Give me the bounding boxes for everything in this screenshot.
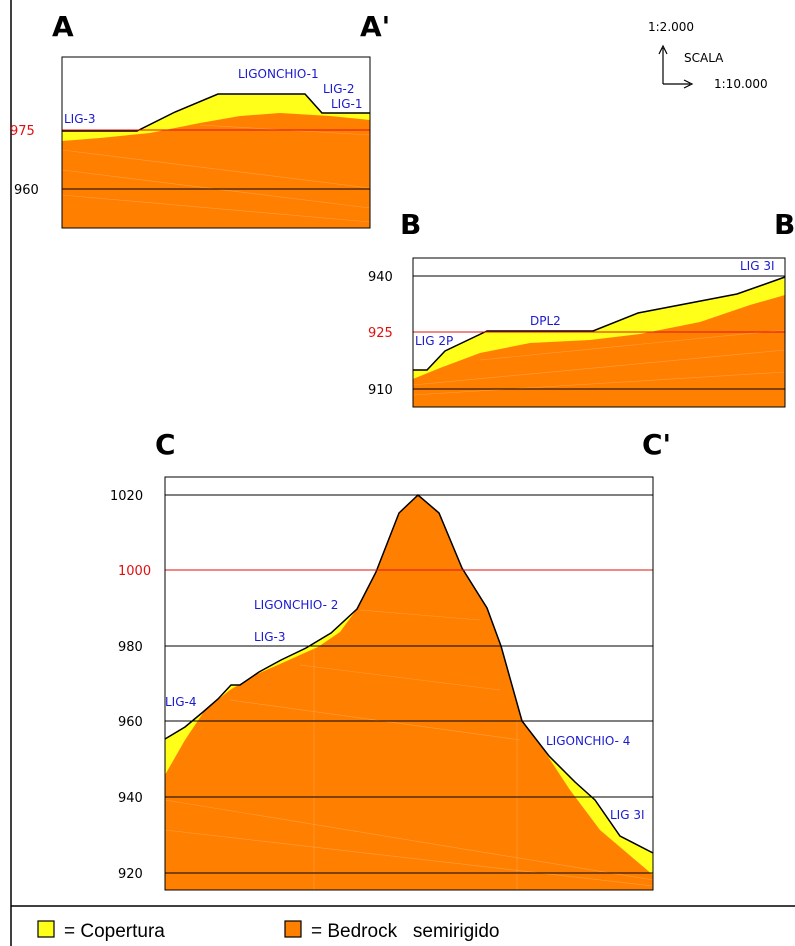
section-c-tick-1020: 1020 bbox=[110, 489, 143, 504]
section-b-tick-910: 910 bbox=[368, 383, 393, 398]
section-c: C C' 1020 1000 980 960 940 920 LIGONCHIO… bbox=[110, 428, 671, 891]
section-c-well-lig-4: LIG-4 bbox=[165, 695, 197, 709]
scale-vertical: 1:2.000 bbox=[648, 20, 694, 34]
scale-horizontal-arrowhead-icon bbox=[683, 79, 694, 89]
section-c-well-ligonchio-4: LIGONCHIO- 4 bbox=[546, 734, 630, 748]
legend-bedrock-label: = Bedrock semirigido bbox=[311, 921, 500, 942]
section-c-tick-940: 940 bbox=[118, 791, 143, 806]
section-b-start-label: B bbox=[400, 208, 421, 241]
section-a-start-label: A bbox=[52, 10, 74, 43]
section-b-tick-940: 940 bbox=[368, 270, 393, 285]
section-b-end-label: B' bbox=[774, 208, 795, 241]
legend: = Copertura = Bedrock semirigido bbox=[37, 920, 500, 942]
section-c-tick-980: 980 bbox=[118, 640, 143, 655]
section-b-bedrock-texture bbox=[412, 329, 786, 396]
section-b-well-lig-3i: LIG 3I bbox=[740, 259, 775, 273]
section-a-well-lig-3: LIG-3 bbox=[64, 112, 96, 126]
section-a-bedrock bbox=[62, 113, 370, 228]
legend-cover-label: = Copertura bbox=[64, 921, 165, 942]
section-a: A A' 975 960 LIGONCHIO-1 LIG-2 LIG-1 LIG… bbox=[10, 10, 390, 229]
section-a-tick-960: 960 bbox=[14, 183, 39, 198]
legend-bedrock-swatch bbox=[284, 920, 302, 938]
section-b-topographic-surface bbox=[413, 276, 786, 371]
section-a-tick-975: 975 bbox=[10, 124, 35, 139]
section-c-well-ligonchio-2: LIGONCHIO- 2 bbox=[254, 598, 338, 612]
section-c-bedrock bbox=[165, 495, 653, 890]
section-a-border bbox=[61, 56, 371, 229]
section-a-end-label: A' bbox=[360, 10, 390, 43]
section-b-well-dpl2: DPL2 bbox=[530, 314, 561, 328]
section-c-tick-1000: 1000 bbox=[118, 564, 151, 579]
scale-indicator: 1:2.000 SCALA 1:10.000 bbox=[648, 20, 768, 91]
scale-horizontal: 1:10.000 bbox=[714, 77, 768, 91]
section-c-bedrock-texture bbox=[164, 609, 654, 890]
legend-cover-swatch bbox=[37, 920, 55, 938]
section-a-well-ligonchio-1: LIGONCHIO-1 bbox=[238, 67, 319, 81]
section-b-border bbox=[412, 257, 786, 408]
section-a-well-lig-2: LIG-2 bbox=[323, 82, 355, 96]
section-a-topographic-surface bbox=[62, 93, 370, 132]
scale-label: SCALA bbox=[684, 51, 724, 65]
section-b-bedrock bbox=[413, 295, 785, 407]
section-c-border bbox=[164, 476, 654, 891]
section-c-start-label: C bbox=[155, 428, 176, 461]
section-b-well-lig-2p: LIG 2P bbox=[415, 334, 453, 348]
section-c-well-lig-3: LIG-3 bbox=[254, 630, 286, 644]
section-a-well-lig-1: LIG-1 bbox=[331, 97, 363, 111]
scale-vertical-arrowhead-icon bbox=[658, 44, 668, 55]
section-c-topographic-surface bbox=[164, 493, 654, 854]
section-b-tick-925: 925 bbox=[368, 326, 393, 341]
section-c-well-lig-3i: LIG 3I bbox=[610, 808, 645, 822]
section-c-tick-920: 920 bbox=[118, 867, 143, 882]
section-b: B B' 940 925 910 LIG 3I DPL2 LIG 2P bbox=[368, 208, 795, 408]
section-c-tick-960: 960 bbox=[118, 715, 143, 730]
section-c-end-label: C' bbox=[642, 428, 671, 461]
